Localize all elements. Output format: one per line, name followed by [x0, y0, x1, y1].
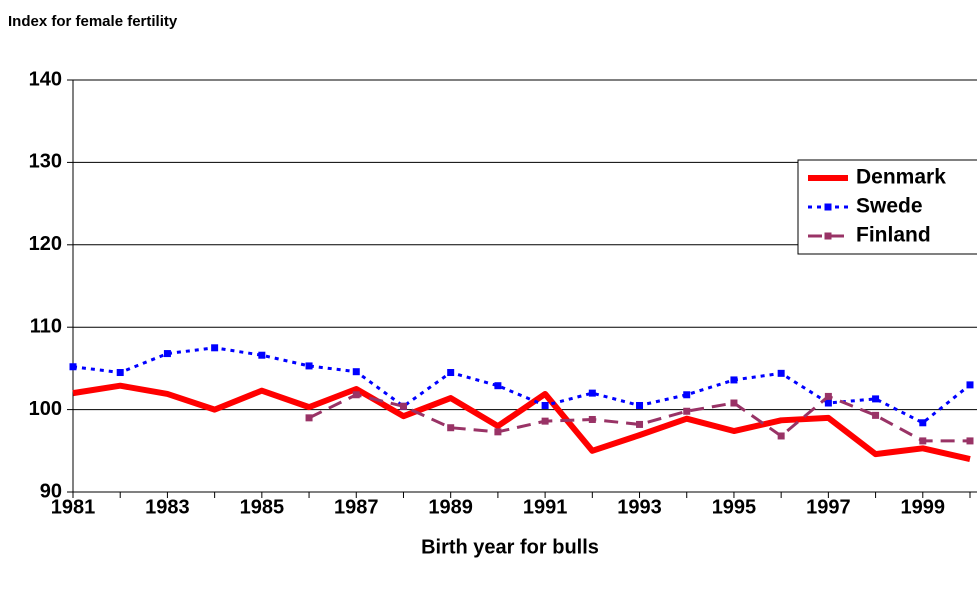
series-marker [730, 399, 738, 407]
legend-label: Denmark [856, 166, 946, 189]
x-tick-label: 1989 [428, 496, 473, 518]
series-marker [824, 399, 832, 407]
series-marker [305, 362, 313, 370]
series-marker [116, 369, 124, 377]
series-marker [541, 417, 549, 425]
series-marker [258, 351, 266, 359]
series-marker [305, 414, 313, 422]
series-marker [683, 407, 691, 415]
series-marker [872, 395, 880, 403]
series-marker [541, 401, 549, 409]
x-tick-label: 1985 [240, 496, 285, 518]
x-tick-label: 1987 [334, 496, 379, 518]
legend-marker [824, 203, 832, 211]
y-tick-label: 100 [29, 398, 62, 420]
series-line [72, 382, 971, 462]
series-marker [777, 432, 785, 440]
series-line [72, 346, 971, 425]
series-marker [777, 369, 785, 377]
series-marker [636, 401, 644, 409]
x-tick-label: 1991 [523, 496, 568, 518]
x-axis-label: Birth year for bulls [421, 536, 599, 558]
y-tick-label: 120 [29, 233, 62, 255]
x-tick-label: 1993 [617, 496, 662, 518]
series-marker [211, 344, 219, 352]
series-marker [352, 368, 360, 376]
series-marker [447, 369, 455, 377]
x-tick-label: 1995 [712, 496, 757, 518]
series-marker [494, 382, 502, 390]
series-marker [636, 420, 644, 428]
series-marker [872, 411, 880, 419]
legend-label: Finland [856, 224, 931, 247]
series-marker [352, 391, 360, 399]
series-marker [730, 376, 738, 384]
y-tick-label: 130 [29, 151, 62, 173]
y-tick-label: 110 [30, 315, 62, 337]
series-marker [588, 389, 596, 397]
series-marker [966, 437, 974, 445]
x-tick-label: 1983 [145, 496, 190, 518]
series-marker [919, 437, 927, 445]
series-marker [824, 392, 832, 400]
series-marker [494, 428, 502, 436]
x-tick-label: 1981 [51, 496, 96, 518]
series-marker [919, 419, 927, 427]
legend-marker [824, 232, 832, 240]
y-tick-label: 140 [29, 68, 62, 90]
chart-title: Index for female fertility [8, 13, 178, 30]
series-marker [683, 391, 691, 399]
legend-label: Swede [856, 195, 923, 218]
x-tick-label: 1999 [901, 496, 946, 518]
y-tick-label: 90 [40, 480, 62, 502]
x-tick-label: 1997 [806, 496, 851, 518]
series-marker [588, 415, 596, 423]
series-marker [163, 350, 171, 358]
series-marker [69, 363, 77, 371]
series-marker [966, 381, 974, 389]
series-marker [447, 424, 455, 432]
series-marker [399, 402, 407, 410]
